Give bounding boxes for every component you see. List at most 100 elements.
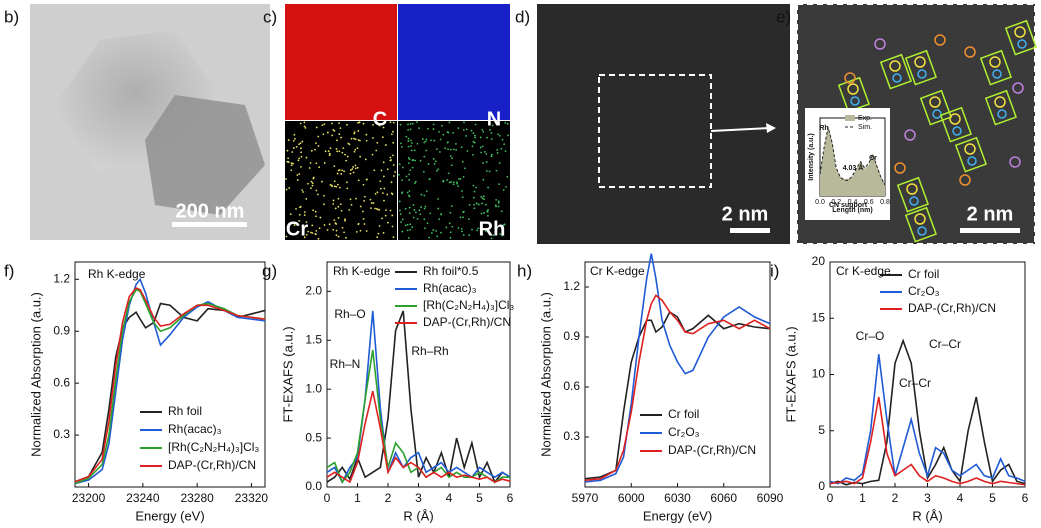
speckle bbox=[294, 137, 296, 140]
speckle bbox=[406, 191, 409, 194]
speckle bbox=[340, 209, 343, 212]
speckle bbox=[482, 195, 485, 198]
rh-atom bbox=[914, 56, 926, 68]
legend-label: Cr₂O₃ bbox=[908, 284, 940, 298]
speckle bbox=[285, 178, 287, 180]
speckle bbox=[316, 193, 319, 196]
speckle bbox=[337, 205, 340, 208]
speckle bbox=[332, 199, 335, 202]
annotation: Cr–O bbox=[856, 329, 885, 343]
speckle bbox=[341, 169, 343, 172]
speckle bbox=[433, 139, 436, 142]
speckle bbox=[437, 198, 439, 200]
y-tick-label: 1.2 bbox=[53, 271, 70, 285]
legend-label: Cr foil bbox=[668, 407, 699, 421]
speckle bbox=[399, 209, 401, 212]
speckle bbox=[332, 203, 335, 205]
speckle bbox=[381, 136, 384, 139]
x-tick-label: 6 bbox=[507, 491, 514, 505]
speckle bbox=[292, 147, 295, 149]
speckle bbox=[416, 218, 419, 220]
speckle bbox=[357, 139, 360, 141]
legend-swatch bbox=[845, 115, 855, 121]
speckle bbox=[348, 143, 351, 146]
speckle bbox=[335, 185, 338, 188]
speckle bbox=[459, 178, 462, 180]
arrow bbox=[710, 127, 771, 132]
speckle bbox=[334, 207, 337, 210]
speckle bbox=[391, 225, 394, 228]
speckle bbox=[448, 121, 451, 124]
speckle bbox=[303, 236, 306, 239]
speckle bbox=[349, 169, 352, 171]
speckle bbox=[473, 203, 475, 206]
speckle bbox=[463, 121, 465, 124]
zoom-box bbox=[598, 74, 712, 188]
map-rh bbox=[398, 121, 510, 240]
speckle bbox=[382, 232, 385, 234]
speckle bbox=[298, 219, 301, 222]
speckle bbox=[390, 181, 393, 184]
speckle bbox=[407, 123, 409, 126]
speckle bbox=[481, 197, 484, 200]
line bbox=[829, 338, 1026, 486]
speckle bbox=[412, 159, 415, 161]
x-tick-label: 0.6 bbox=[864, 199, 874, 206]
x-tick-label: 3 bbox=[415, 491, 422, 505]
speckle bbox=[380, 169, 383, 172]
speckle bbox=[334, 222, 337, 224]
speckle bbox=[351, 168, 354, 170]
speckle bbox=[482, 178, 485, 181]
speckle bbox=[435, 229, 438, 232]
legend-label: Rh foil*0.5 bbox=[423, 264, 479, 278]
speckle bbox=[473, 141, 476, 144]
speckle bbox=[506, 175, 509, 178]
speckle bbox=[483, 212, 485, 214]
speckle bbox=[440, 231, 442, 234]
pair-box bbox=[1004, 19, 1038, 56]
speckle bbox=[315, 162, 318, 165]
rh-atom bbox=[889, 60, 901, 72]
speckle bbox=[337, 235, 340, 238]
speckle bbox=[291, 151, 294, 153]
speckle bbox=[501, 234, 504, 237]
speckle bbox=[497, 133, 499, 136]
y-tick-label: 15 bbox=[812, 310, 826, 324]
speckle bbox=[340, 173, 343, 175]
speckle bbox=[503, 143, 506, 146]
x-tick-label: 6090 bbox=[757, 491, 784, 505]
cr-atom bbox=[917, 69, 927, 79]
speckle bbox=[474, 123, 477, 126]
legend-label: Cr foil bbox=[908, 267, 939, 281]
speckle bbox=[335, 148, 338, 150]
speckle bbox=[359, 139, 361, 142]
speckle bbox=[349, 172, 352, 175]
speckle bbox=[462, 129, 465, 131]
speckle bbox=[411, 166, 414, 169]
speckle bbox=[457, 227, 460, 229]
speckle bbox=[491, 124, 494, 127]
speckle bbox=[424, 205, 427, 208]
speckle bbox=[490, 132, 493, 134]
speckle bbox=[399, 213, 402, 215]
pair-box bbox=[939, 106, 973, 143]
y-tick-label: 0.3 bbox=[53, 427, 70, 441]
speckle bbox=[389, 159, 392, 162]
speckle bbox=[442, 133, 445, 136]
y-tick-label: 0.6 bbox=[53, 375, 70, 389]
speckle bbox=[378, 225, 381, 227]
speckle bbox=[374, 207, 376, 210]
speckle bbox=[398, 200, 401, 203]
x-tick-label: 6 bbox=[1022, 491, 1029, 505]
speckle bbox=[318, 166, 321, 169]
speckle bbox=[461, 190, 463, 192]
stem-image bbox=[537, 4, 790, 244]
speckle bbox=[295, 207, 297, 210]
speckle bbox=[407, 129, 410, 131]
map-cr bbox=[285, 121, 397, 240]
line bbox=[584, 253, 771, 483]
speckle bbox=[311, 232, 314, 234]
speckle bbox=[398, 173, 400, 176]
speckle bbox=[434, 160, 437, 163]
speckle bbox=[312, 177, 315, 180]
